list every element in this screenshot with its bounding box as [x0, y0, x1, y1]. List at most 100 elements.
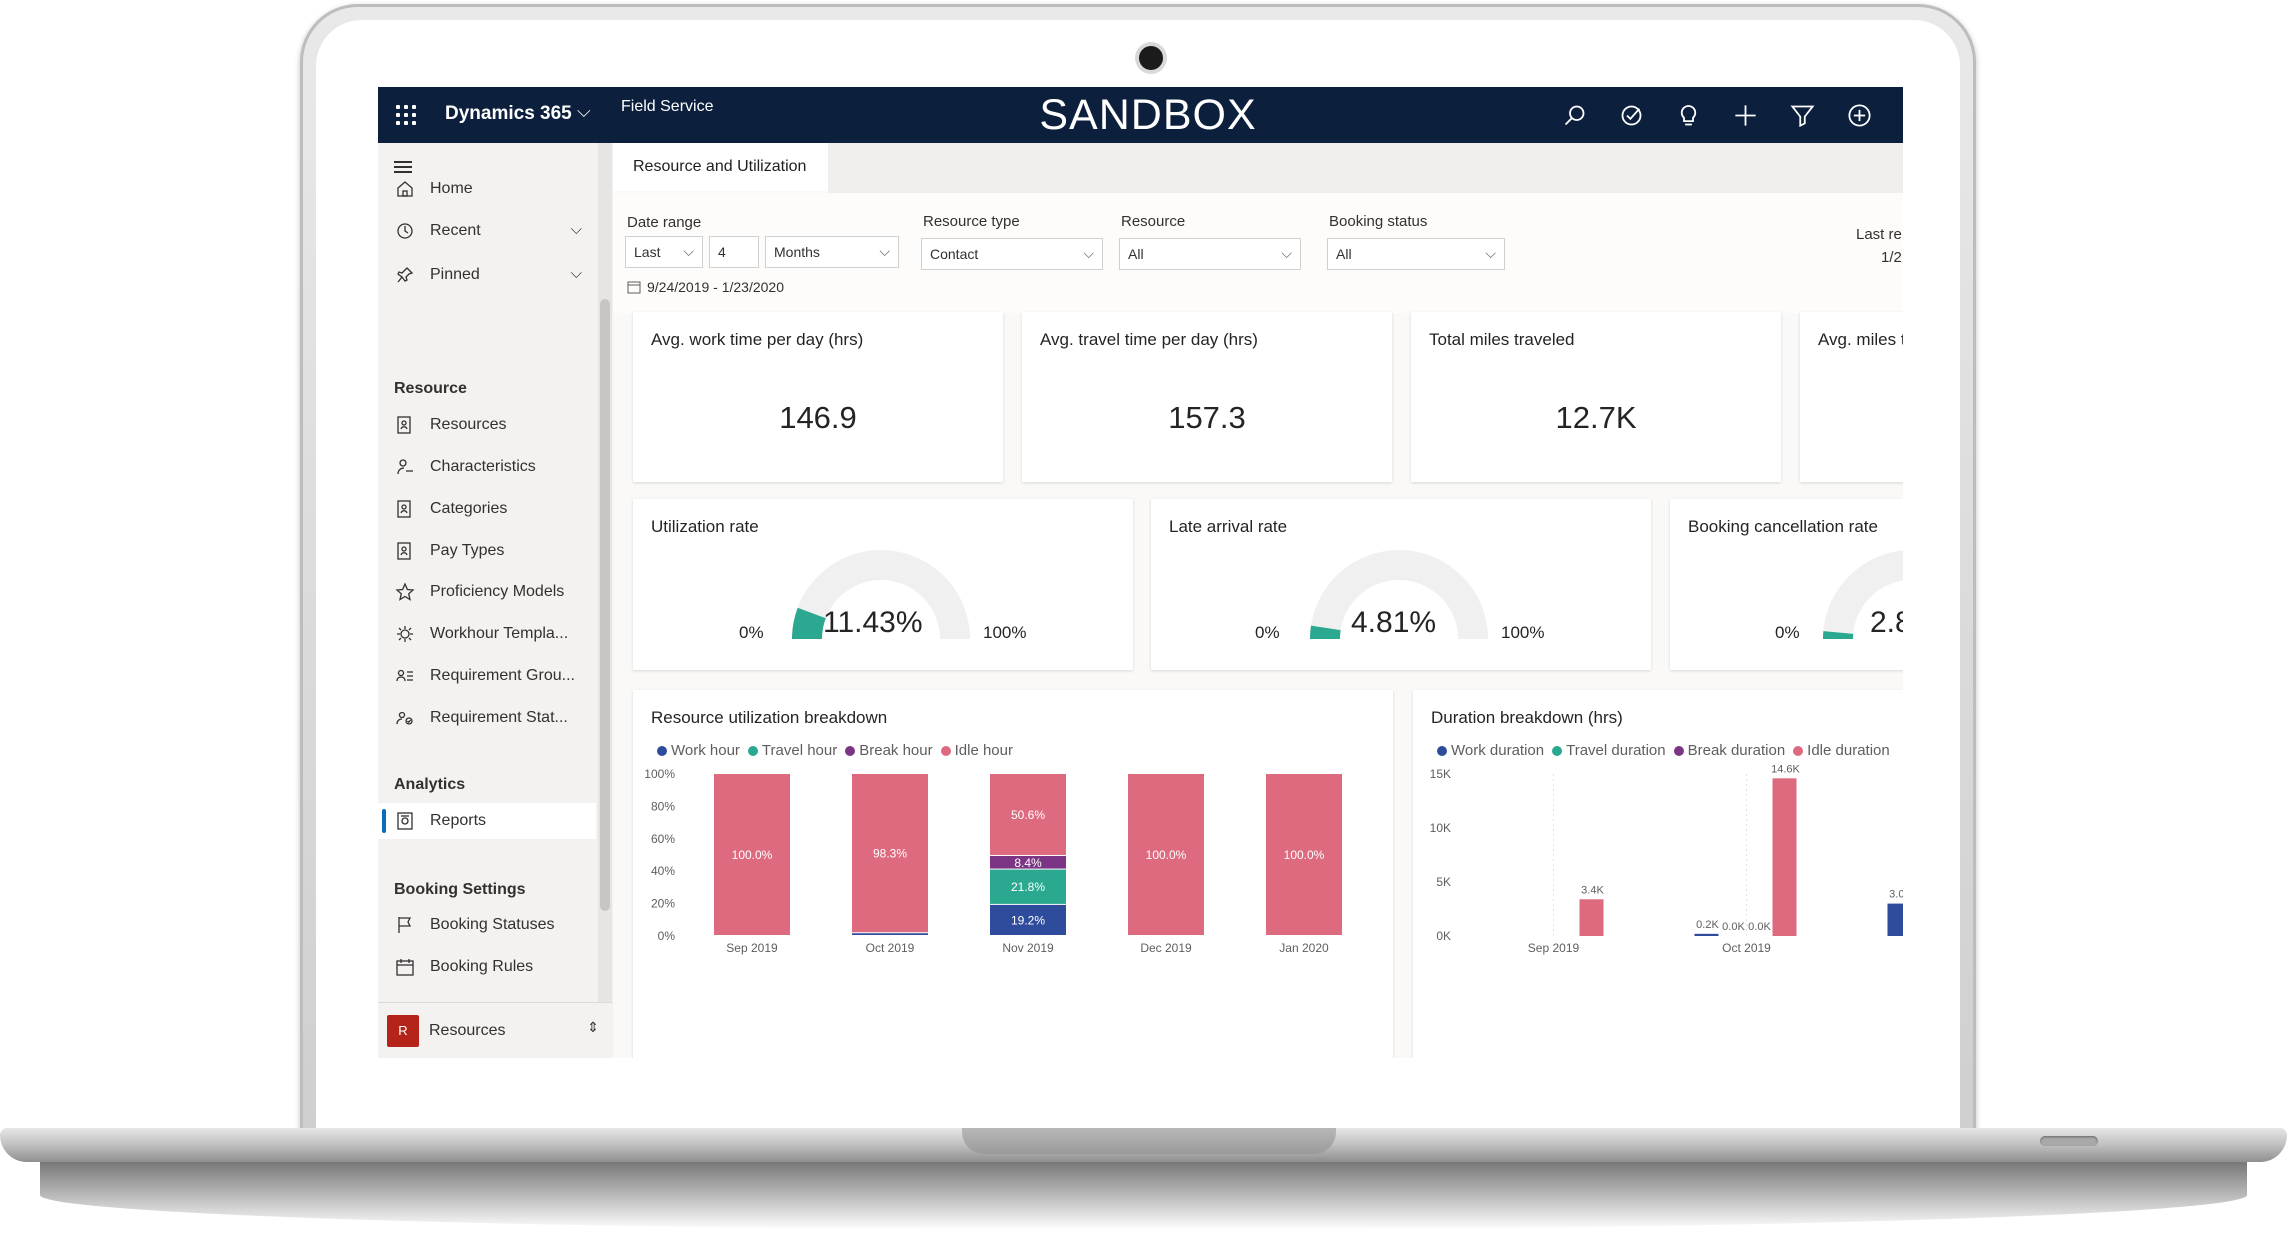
nav-item-booking-rules[interactable]: Booking Rules [378, 949, 596, 985]
gauge-min: 0% [1775, 623, 1800, 642]
task-icon[interactable] [1618, 102, 1645, 129]
resource-type-select[interactable]: Contact ⌵ [921, 238, 1103, 270]
app-name[interactable]: Dynamics 365 [445, 103, 572, 124]
report-content: Resource and Utilization Date range Last… [613, 143, 1903, 1058]
tab-resource-and-utilization[interactable]: Resource and Utilization [613, 143, 828, 193]
gauge-title: Utilization rate [651, 517, 759, 536]
gauge-min: 0% [739, 623, 764, 642]
chevron-down-icon[interactable]: ⌵ [577, 101, 591, 121]
bar-segment [1266, 774, 1342, 935]
kpi-title: Avg. miles t [1818, 330, 1903, 349]
chevron-down-icon: ⌵ [1083, 245, 1094, 261]
gauge-utilization [792, 550, 970, 640]
nav-item-recent[interactable]: Recent ⌵ [378, 213, 596, 249]
bar [1579, 899, 1604, 936]
date-range-unit-select[interactable]: Months ⌵ [765, 236, 899, 268]
gauge-min: 0% [1255, 623, 1280, 642]
resource-utilization-chart: 0% 20% 40% 60% 80% 100% 100.0% Sep 2019 98.3% Oct… [644, 767, 1342, 955]
chart-legend: Work duration Travel duration Break dura… [1437, 742, 1890, 759]
x-tick-label: Jan 2020 [1279, 941, 1329, 955]
gauge-value: 2.8 [1870, 606, 1903, 639]
data-label: 3.4K [1581, 884, 1604, 896]
nav-item-label: Home [430, 180, 473, 197]
chevron-down-icon[interactable]: ⌵ [570, 265, 582, 282]
data-label: 50.6% [1011, 808, 1045, 822]
data-label: 98.3% [873, 847, 907, 861]
chevron-up-down-icon[interactable]: ⇕ [587, 1019, 599, 1035]
nav-item-booking-statuses[interactable]: Booking Statuses [378, 907, 596, 943]
booking-status-select[interactable]: All ⌵ [1327, 238, 1505, 270]
kpi-card-work-time: Avg. work time per day (hrs) 146.9 [633, 312, 1003, 482]
chevron-down-icon[interactable]: ⌵ [570, 221, 582, 238]
chart-card-duration-breakdown: Duration breakdown (hrs) Work duration T… [1413, 690, 1903, 1058]
filter-icon[interactable] [1789, 102, 1816, 129]
resource-type-label: Resource type [923, 213, 1020, 230]
legend-item[interactable]: Break duration [1673, 742, 1785, 759]
nav-item-label: Reports [430, 812, 487, 829]
nav-item-workhour-templates[interactable]: Workhour Templa... [378, 616, 596, 652]
pay-types-icon [394, 540, 416, 562]
nav-item-characteristics[interactable]: Characteristics [378, 449, 596, 485]
nav-item-categories[interactable]: Categories [378, 491, 596, 527]
search-icon[interactable] [1561, 102, 1588, 129]
filter-bar: Date range Last ⌵ 4 Months ⌵ 9/24/2019 - 1… [613, 193, 1903, 313]
lightbulb-icon[interactable] [1675, 102, 1702, 129]
add-circle-icon[interactable] [1846, 102, 1873, 129]
nav-item-proficiency-models[interactable]: Proficiency Models [378, 574, 596, 610]
kpi-title: Avg. travel time per day (hrs) [1040, 330, 1258, 349]
last-refresh-label: Last re [1856, 226, 1902, 243]
legend-item[interactable]: Travel duration [1552, 742, 1666, 759]
bar-segment [1128, 774, 1204, 935]
y-tick-label: 60% [651, 832, 675, 846]
bar [1887, 903, 1903, 936]
gauge-track [1823, 550, 1903, 640]
requirement-group-icon [394, 665, 416, 687]
date-span-text: 9/24/2019 - 1/23/2020 [647, 279, 785, 295]
area-switcher[interactable]: R Resources ⇕ [378, 1002, 613, 1058]
webcam [1139, 46, 1163, 70]
nav-item-reports[interactable]: Reports [378, 803, 596, 839]
chevron-down-icon: ⌵ [1485, 245, 1496, 261]
nav-item-requirement-groups[interactable]: Requirement Grou... [378, 658, 596, 694]
calendar-icon [394, 956, 416, 978]
kpi-value: 12.7K [1555, 400, 1637, 435]
legend-item[interactable]: Break hour [845, 742, 933, 759]
date-range-mode-select[interactable]: Last ⌵ [625, 236, 703, 268]
nav-item-pinned[interactable]: Pinned ⌵ [378, 257, 596, 293]
nav-scrollbar-thumb[interactable] [600, 299, 610, 911]
nav-section-booking-settings: Booking Settings [394, 881, 526, 898]
y-tick-label: 5K [1436, 875, 1451, 889]
nav-item-pay-types[interactable]: Pay Types [378, 533, 596, 569]
legend-dot [1673, 745, 1684, 756]
nav-item-requirement-statuses[interactable]: Requirement Stat... [378, 700, 596, 736]
last-refresh-value: 1/2 [1881, 249, 1902, 266]
reports-icon [394, 810, 416, 832]
legend-item[interactable]: Idle hour [940, 742, 1013, 759]
hamburger-icon[interactable] [394, 161, 412, 176]
date-range-count-input[interactable]: 4 [709, 236, 759, 268]
kpi-card-total-miles: Total miles traveled 12.7K [1411, 312, 1781, 482]
legend-item[interactable]: Idle duration [1793, 742, 1890, 759]
date-range-label: Date range [627, 214, 702, 231]
legend-item[interactable]: Work duration [1437, 742, 1544, 759]
legend-label: Work duration [1451, 742, 1545, 759]
bar-segment [990, 869, 1066, 904]
data-label: 21.8% [1011, 880, 1045, 894]
nav-item-home[interactable]: Home [378, 171, 596, 207]
app-launcher-icon[interactable] [396, 105, 416, 125]
chevron-down-icon: ⌵ [683, 243, 694, 259]
gauge-value: 4.81% [1351, 606, 1437, 639]
bar [1772, 778, 1797, 936]
legend-item[interactable]: Work hour [657, 742, 740, 759]
legend-item[interactable]: Travel hour [747, 742, 837, 759]
nav-item-label: Proficiency Models [430, 583, 565, 600]
chevron-down-icon: ⌵ [1281, 245, 1292, 261]
nav-item-label: Requirement Grou... [430, 667, 575, 684]
resource-select[interactable]: All ⌵ [1119, 238, 1301, 270]
legend-dot [1437, 745, 1447, 756]
plus-icon[interactable] [1732, 102, 1759, 129]
chart-card-resource-utilization: Resource utilization breakdown Work hour… [633, 690, 1393, 1058]
nav-item-resources[interactable]: Resources [378, 407, 596, 443]
data-label: 100.0% [732, 848, 773, 862]
gauge-card-late-arrival: Late arrival rate 0% 4.81% 100% [1151, 499, 1651, 670]
